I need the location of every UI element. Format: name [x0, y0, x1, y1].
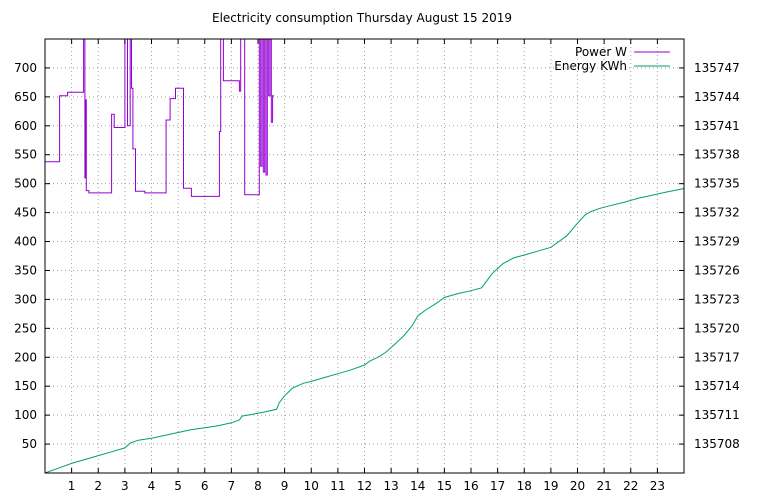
y2-tick-label: 135720: [694, 321, 740, 335]
y-tick-label: 550: [14, 148, 37, 162]
x-tick-label: 4: [148, 479, 156, 493]
y2-tick-label: 135714: [694, 379, 740, 393]
legend-label-power: Power W: [575, 45, 627, 59]
x-tick-label: 14: [410, 479, 425, 493]
y-tick-label: 100: [14, 408, 37, 422]
y-tick-label: 450: [14, 206, 37, 220]
x-tick-label: 7: [228, 479, 236, 493]
y2-tick-label: 135741: [694, 119, 740, 133]
x-tick-label: 3: [121, 479, 129, 493]
y2-tick-label: 135729: [694, 235, 740, 249]
y-tick-label: 700: [14, 61, 37, 75]
x-tick-label: 12: [357, 479, 372, 493]
x-tick-label: 1: [68, 479, 76, 493]
x-tick-label: 8: [254, 479, 262, 493]
x-tick-label: 15: [437, 479, 452, 493]
y-tick-label: 350: [14, 263, 37, 277]
x-tick-label: 16: [463, 479, 478, 493]
y-tick-label: 650: [14, 90, 37, 104]
x-tick-label: 6: [201, 479, 209, 493]
x-tick-label: 23: [650, 479, 665, 493]
x-tick-label: 19: [543, 479, 558, 493]
grid: [45, 39, 684, 473]
y2-tick-label: 135711: [694, 408, 740, 422]
x-tick-label: 18: [517, 479, 532, 493]
y-tick-label: 400: [14, 235, 37, 249]
series-line-energy: [44, 188, 685, 474]
x-tick-label: 13: [383, 479, 398, 493]
chart-title: Electricity consumption Thursday August …: [212, 11, 512, 25]
y2-tick-label: 135732: [694, 206, 740, 220]
x-tick-label: 20: [570, 479, 585, 493]
x-tick-label: 21: [596, 479, 611, 493]
y-tick-label: 150: [14, 379, 37, 393]
x-tick-label: 11: [330, 479, 345, 493]
ticks: 1 2 3 4 5 6 7 8 9 10 11 12 13 14 15 16 17 18 19 20 21 22 23501…: [14, 39, 740, 493]
x-tick-label: 5: [174, 479, 182, 493]
y-tick-label: 200: [14, 350, 37, 364]
y2-tick-label: 135735: [694, 177, 740, 191]
y-tick-label: 300: [14, 292, 37, 306]
y2-tick-label: 135747: [694, 61, 740, 75]
series-line-power: [45, 38, 274, 197]
y-tick-label: 50: [22, 437, 37, 451]
y-tick-label: 250: [14, 321, 37, 335]
y2-tick-label: 135723: [694, 292, 740, 306]
y2-tick-label: 135708: [694, 437, 740, 451]
y2-tick-label: 135744: [694, 90, 740, 104]
y2-tick-label: 135717: [694, 350, 740, 364]
x-tick-label: 17: [490, 479, 505, 493]
y2-tick-label: 135726: [694, 263, 740, 277]
x-tick-label: 22: [623, 479, 638, 493]
y2-tick-label: 135738: [694, 148, 740, 162]
y-tick-label: 600: [14, 119, 37, 133]
x-tick-label: 2: [94, 479, 102, 493]
x-tick-label: 9: [281, 479, 289, 493]
legend: Power W Energy KWh: [554, 45, 670, 73]
x-tick-label: 10: [304, 479, 319, 493]
legend-label-energy: Energy KWh: [554, 59, 627, 73]
y-tick-label: 500: [14, 177, 37, 191]
